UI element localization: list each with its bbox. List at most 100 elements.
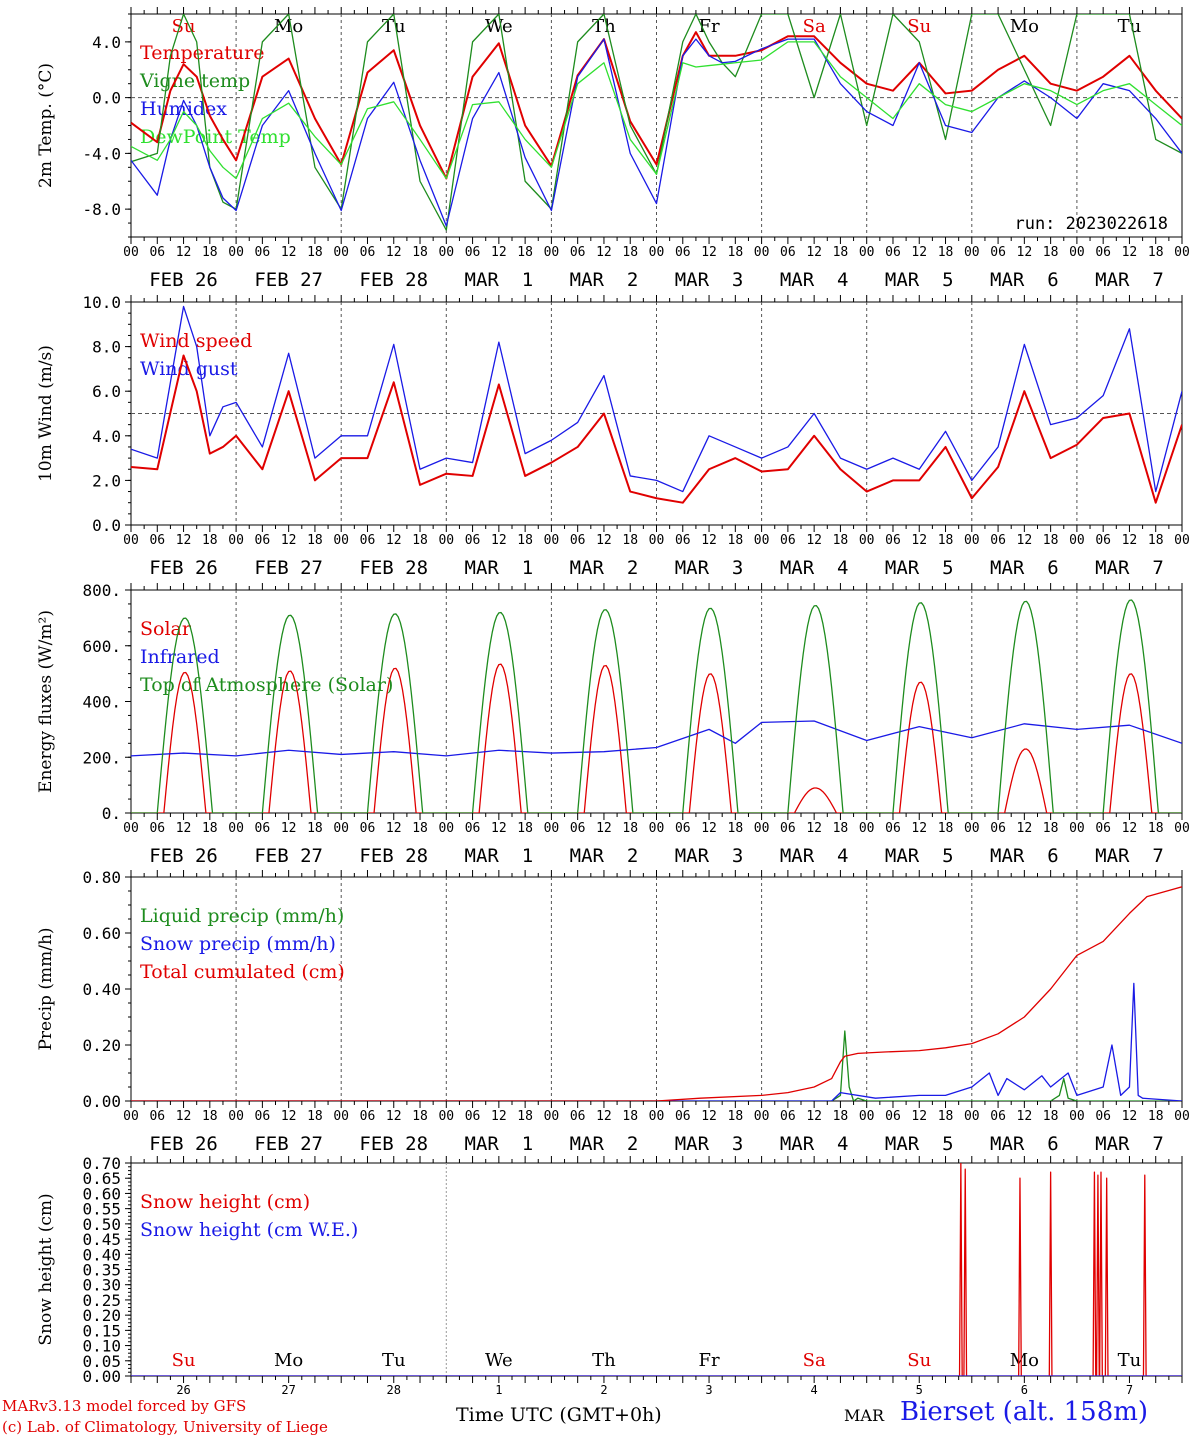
x-tick-label: 18 <box>1148 1109 1164 1124</box>
x-tick-label: 12 <box>806 245 822 260</box>
date-label: MAR 6 <box>990 557 1059 579</box>
weekday-label: Sa <box>803 16 826 37</box>
x-tick-label: 12 <box>281 245 297 260</box>
weekday-label: Tu <box>382 16 406 37</box>
legend-entry: Snow height (cm W.E.) <box>140 1219 358 1241</box>
date-label: MAR 6 <box>990 269 1059 291</box>
date-label: MAR 7 <box>1095 845 1164 867</box>
x-tick-label: 00 <box>123 533 139 548</box>
x-tick-label: 18 <box>1043 245 1059 260</box>
date-label: FEB 26 <box>149 845 218 867</box>
y-axis-title: Precip (mm/h) <box>36 927 56 1050</box>
date-label: MAR 1 <box>465 269 534 291</box>
x-tick-label: 06 <box>885 1109 901 1124</box>
y-tick-label: 0.0 <box>92 516 121 535</box>
x-tick-label: 18 <box>517 821 533 836</box>
x-tick-label: 18 <box>1043 1109 1059 1124</box>
credit-line-2: (c) Lab. of Climatology, University of L… <box>2 1418 328 1436</box>
x-tick-label: 06 <box>780 245 796 260</box>
x-tick-label: 12 <box>1017 245 1033 260</box>
x-tick-label: 00 <box>333 821 349 836</box>
series-line <box>131 31 1182 180</box>
x-tick-label: 06 <box>570 533 586 548</box>
x-tick-label: 00 <box>754 533 770 548</box>
y-axis-title: 2m Temp. (°C) <box>36 63 56 188</box>
panel-5: 0.000.050.100.150.200.250.300.350.400.45… <box>36 1154 1183 1397</box>
x-tick-label: 18 <box>1043 821 1059 836</box>
x-tick-label: 18 <box>938 1109 954 1124</box>
x-tick-label: 00 <box>544 533 560 548</box>
x-tick-label: 18 <box>202 821 218 836</box>
x-tick-label: 18 <box>938 245 954 260</box>
weekday-label: Su <box>172 16 196 37</box>
x-tick-label: 00 <box>438 245 454 260</box>
date-label: MAR 2 <box>570 269 639 291</box>
y-tick-label: 0.20 <box>82 1306 121 1325</box>
series-group <box>131 1163 1182 1376</box>
date-label: MAR 3 <box>675 269 744 291</box>
x-tick-label: 06 <box>1095 245 1111 260</box>
x-tick-label: 00 <box>964 821 980 836</box>
y-tick-label: 0.65 <box>82 1169 121 1188</box>
x-tick-label: 18 <box>1148 533 1164 548</box>
x-tick-label: 06 <box>255 821 271 836</box>
y-tick-label: 0.55 <box>82 1200 121 1219</box>
x-tick-label: 06 <box>255 245 271 260</box>
panel-4: 0.00 0.20 0.40 0.60 0.80 Precip (mm/h) 00 06 12 1… <box>36 868 1190 1155</box>
series-group <box>131 599 1182 813</box>
x-tick-label: 06 <box>990 1109 1006 1124</box>
x-tick-label: 06 <box>465 821 481 836</box>
x-tick-label: 06 <box>255 1109 271 1124</box>
weekday-label: We <box>485 16 513 37</box>
weekday-label: Tu <box>382 1350 406 1371</box>
day-number-label: 1 <box>495 1383 502 1397</box>
series-line <box>131 1163 1182 1376</box>
x-tick-label: 06 <box>1095 821 1111 836</box>
date-label: MAR 2 <box>570 845 639 867</box>
x-tick-label: 00 <box>333 245 349 260</box>
x-tick-label: 00 <box>123 245 139 260</box>
x-tick-label: 00 <box>1174 245 1190 260</box>
date-label: MAR 7 <box>1095 269 1164 291</box>
x-tick-label: 18 <box>728 821 744 836</box>
day-number-label: 28 <box>387 1383 401 1397</box>
y-tick-label: -8.0 <box>82 200 121 219</box>
date-label: MAR 7 <box>1095 1133 1164 1155</box>
series-line <box>131 354 1182 504</box>
series-line <box>131 305 1182 493</box>
day-number-label: 5 <box>916 1383 923 1397</box>
date-label: FEB 28 <box>359 269 428 291</box>
y-tick-label: 0.50 <box>82 1215 121 1234</box>
station-name: Bierset (alt. 158m) <box>900 1397 1149 1427</box>
credit-line-1: MARv3.13 model forced by GFS <box>2 1397 247 1415</box>
weekday-label: Mo <box>274 16 303 37</box>
series-group <box>131 14 1182 231</box>
weekday-label: Sa <box>803 1350 826 1371</box>
x-tick-label: 06 <box>149 245 165 260</box>
x-tick-label: 00 <box>228 1109 244 1124</box>
y-axis-title: Snow height (cm) <box>36 1193 56 1345</box>
date-label: MAR 4 <box>780 557 849 579</box>
x-tick-label: 06 <box>885 533 901 548</box>
date-label: MAR 5 <box>885 845 954 867</box>
y-tick-label: 0.80 <box>82 868 121 887</box>
x-tick-label: 18 <box>202 245 218 260</box>
x-tick-label: 12 <box>386 821 402 836</box>
x-tick-label: 18 <box>622 245 638 260</box>
y-tick-label: 0.15 <box>82 1321 121 1340</box>
weekday-label: Mo <box>274 1350 303 1371</box>
x-tick-label: 12 <box>176 821 192 836</box>
x-tick-label: 00 <box>228 821 244 836</box>
bottom-month-label: MAR <box>844 1406 884 1425</box>
y-tick-label: 0.60 <box>82 1184 121 1203</box>
y-tick-label: 8.0 <box>92 338 121 357</box>
x-tick-label: 00 <box>964 245 980 260</box>
date-label: MAR 2 <box>570 1133 639 1155</box>
y-tick-label: 0.10 <box>82 1337 121 1356</box>
weekday-label: Su <box>907 1350 931 1371</box>
y-tick-label: 2.0 <box>92 471 121 490</box>
x-tick-label: 18 <box>938 533 954 548</box>
date-label: FEB 26 <box>149 557 218 579</box>
weekday-label: Mo <box>1010 1350 1039 1371</box>
date-label: FEB 26 <box>149 1133 218 1155</box>
